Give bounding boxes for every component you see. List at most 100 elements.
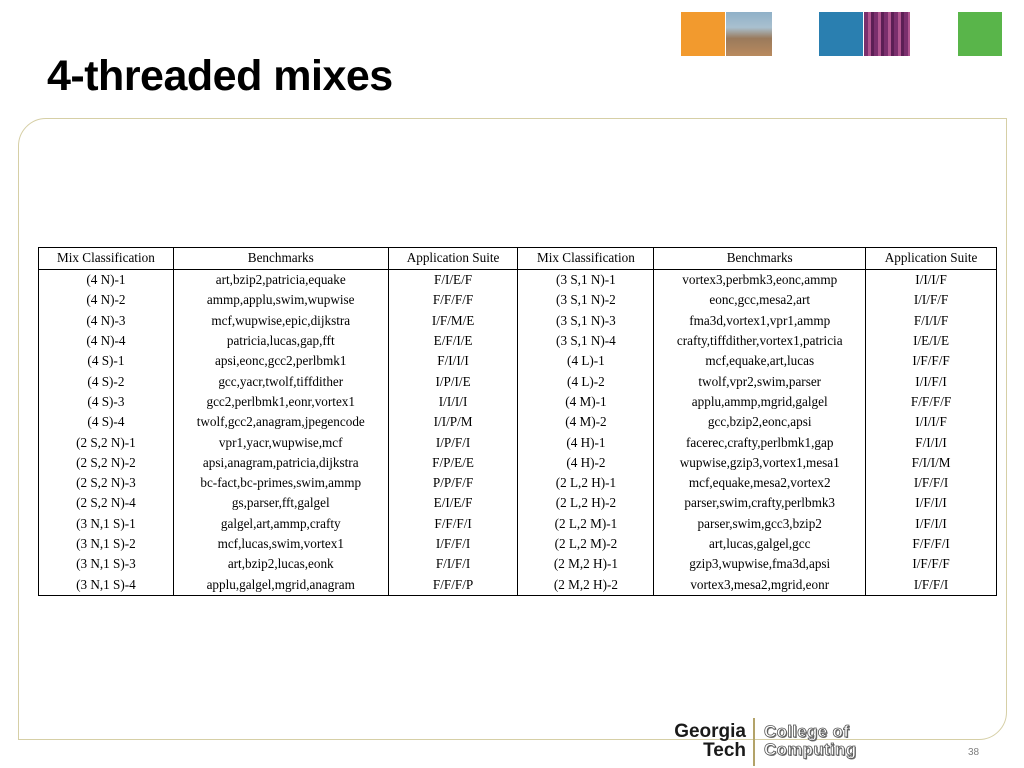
cell-application-suite: I/F/F/F xyxy=(865,351,997,372)
slide-title: 4-threaded mixes xyxy=(47,52,393,100)
cell-mix-classification: (3 S,1 N)-2 xyxy=(517,290,655,311)
cell-benchmarks: mcf,wupwise,epic,dijkstra xyxy=(172,310,389,331)
cell-benchmarks: applu,ammp,mgrid,galgel xyxy=(653,391,867,413)
cell-benchmarks: vortex3,mesa2,mgrid,eonr xyxy=(653,574,867,596)
cell-application-suite: I/I/I/I xyxy=(387,391,519,413)
campus-photo-thumbnail xyxy=(726,12,772,56)
header-mix-classification: Mix Classification xyxy=(38,247,174,270)
cell-mix-classification: (2 M,2 H)-1 xyxy=(517,554,655,575)
cell-mix-classification: (4 S)-4 xyxy=(38,412,174,433)
college-of-computing-wordmark: College of Computing xyxy=(764,722,857,759)
cell-mix-classification: (4 S)-1 xyxy=(38,351,174,372)
table-row: (3 N,1 S)-2 mcf,lucas,swim,vortex1 I/F/F/I… xyxy=(38,533,997,555)
green-square-decoration xyxy=(958,12,1002,56)
cell-application-suite: I/I/I/F xyxy=(865,269,997,291)
cell-benchmarks: twolf,gcc2,anagram,jpegencode xyxy=(172,412,389,433)
cell-mix-classification: (4 N)-2 xyxy=(38,290,174,311)
cell-mix-classification: (4 M)-2 xyxy=(517,412,655,433)
table-row: (4 S)-1 apsi,eonc,gcc2,perlbmk1 F/I/I/I (4 … xyxy=(38,351,997,372)
header-benchmarks: Benchmarks xyxy=(172,247,389,270)
cell-application-suite: F/F/F/F xyxy=(865,391,997,413)
cell-benchmarks: mcf,equake,art,lucas xyxy=(653,351,867,372)
cell-benchmarks: crafty,tiffdither,vortex1,patricia xyxy=(653,330,867,352)
cell-mix-classification: (4 H)-1 xyxy=(517,432,655,453)
header-application-suite: Application Suite xyxy=(387,247,519,270)
cell-mix-classification: (4 H)-2 xyxy=(517,452,655,473)
header-mix-classification: Mix Classification xyxy=(517,247,655,270)
cell-mix-classification: (2 L,2 M)-1 xyxy=(517,513,655,534)
cell-benchmarks: parser,swim,gcc3,bzip2 xyxy=(653,513,867,534)
table-row: (4 N)-4 patricia,lucas,gap,fft E/F/I/E (3 S… xyxy=(38,330,997,352)
cell-benchmarks: gzip3,wupwise,fma3d,apsi xyxy=(653,554,867,575)
header-benchmarks: Benchmarks xyxy=(653,247,867,270)
logo-divider xyxy=(753,718,755,766)
cell-application-suite: F/F/F/P xyxy=(387,574,519,596)
table-row: (4 S)-3 gcc2,perlbmk1,eonr,vortex1 I/I/I/I… xyxy=(38,391,997,413)
mixes-table: Mix Classification Benchmarks Applicatio… xyxy=(38,247,997,596)
cell-application-suite: I/P/F/I xyxy=(387,432,519,453)
cell-benchmarks: vpr1,yacr,wupwise,mcf xyxy=(172,432,389,453)
header-application-suite: Application Suite xyxy=(865,247,997,270)
table-row: (4 S)-2 gcc,yacr,twolf,tiffdither I/P/I/E(… xyxy=(38,371,997,392)
table-header-row: Mix Classification Benchmarks Applicatio… xyxy=(38,247,997,270)
cell-application-suite: F/I/F/I xyxy=(387,554,519,575)
cell-benchmarks: art,lucas,galgel,gcc xyxy=(653,533,867,555)
cell-mix-classification: (2 S,2 N)-3 xyxy=(38,472,174,494)
cell-mix-classification: (4 N)-1 xyxy=(38,269,174,291)
cell-mix-classification: (3 N,1 S)-1 xyxy=(38,513,174,534)
table-row: (2 S,2 N)-1 vpr1,yacr,wupwise,mcf I/P/F/I(… xyxy=(38,432,997,453)
cell-benchmarks: mcf,equake,mesa2,vortex2 xyxy=(653,472,867,494)
cell-mix-classification: (3 S,1 N)-3 xyxy=(517,310,655,331)
cell-application-suite: P/P/F/F xyxy=(387,472,519,494)
cell-benchmarks: mcf,lucas,swim,vortex1 xyxy=(172,533,389,555)
cell-benchmarks: gcc,yacr,twolf,tiffdither xyxy=(172,371,389,392)
cell-mix-classification: (4 S)-3 xyxy=(38,391,174,413)
cell-application-suite: I/P/I/E xyxy=(387,371,519,392)
cell-application-suite: I/F/I/I xyxy=(865,513,997,534)
cell-mix-classification: (2 L,2 H)-2 xyxy=(517,493,655,514)
cell-benchmarks: wupwise,gzip3,vortex1,mesa1 xyxy=(653,452,867,473)
table-row: (2 S,2 N)-3 bc-fact,bc-primes,swim,ammp P/… xyxy=(38,472,997,494)
cell-mix-classification: (3 N,1 S)-2 xyxy=(38,533,174,555)
cell-application-suite: I/F/F/I xyxy=(387,533,519,555)
cell-benchmarks: gcc,bzip2,eonc,apsi xyxy=(653,412,867,433)
cell-application-suite: F/I/I/M xyxy=(865,452,997,473)
cell-benchmarks: facerec,crafty,perlbmk1,gap xyxy=(653,432,867,453)
cell-application-suite: F/F/F/I xyxy=(865,533,997,555)
cell-application-suite: I/I/P/M xyxy=(387,412,519,433)
cell-mix-classification: (4 M)-1 xyxy=(517,391,655,413)
cell-mix-classification: (3 N,1 S)-4 xyxy=(38,574,174,596)
table-row: (3 N,1 S)-4 applu,galgel,mgrid,anagram F/F… xyxy=(38,574,997,596)
cell-mix-classification: (4 L)-2 xyxy=(517,371,655,392)
cell-benchmarks: gs,parser,fft,galgel xyxy=(172,493,389,514)
cell-benchmarks: apsi,anagram,patricia,dijkstra xyxy=(172,452,389,473)
cell-benchmarks: art,bzip2,lucas,eonk xyxy=(172,554,389,575)
cell-application-suite: F/I/E/F xyxy=(387,269,519,291)
cell-benchmarks: art,bzip2,patricia,equake xyxy=(172,269,389,291)
table-row: (4 N)-1 art,bzip2,patricia,equake F/I/E/F(… xyxy=(38,269,997,291)
circuit-photo-thumbnail xyxy=(864,12,910,56)
cell-benchmarks: twolf,vpr2,swim,parser xyxy=(653,371,867,392)
cell-benchmarks: bc-fact,bc-primes,swim,ammp xyxy=(172,472,389,494)
cell-benchmarks: apsi,eonc,gcc2,perlbmk1 xyxy=(172,351,389,372)
cell-application-suite: I/F/F/I xyxy=(865,472,997,494)
cell-benchmarks: gcc2,perlbmk1,eonr,vortex1 xyxy=(172,391,389,413)
cell-application-suite: I/F/F/F xyxy=(865,554,997,575)
cell-application-suite: I/F/M/E xyxy=(387,310,519,331)
table-row: (4 N)-3 mcf,wupwise,epic,dijkstra I/F/M/E(… xyxy=(38,310,997,331)
cell-application-suite: F/I/I/I xyxy=(387,351,519,372)
cell-application-suite: E/I/E/F xyxy=(387,493,519,514)
cell-application-suite: F/F/F/I xyxy=(387,513,519,534)
georgia-tech-college-of-computing-logo: Georgia Tech College of Computing xyxy=(656,718,886,766)
cell-application-suite: F/F/F/F xyxy=(387,290,519,311)
cell-application-suite: I/I/I/F xyxy=(865,412,997,433)
table-row: (3 N,1 S)-3 art,bzip2,lucas,eonk F/I/F/I (2… xyxy=(38,554,997,575)
cell-mix-classification: (3 N,1 S)-3 xyxy=(38,554,174,575)
table-row: (4 N)-2 ammp,applu,swim,wupwise F/F/F/F (3 … xyxy=(38,290,997,311)
table-row: (4 S)-4 twolf,gcc2,anagram,jpegencode I/I/… xyxy=(38,412,997,433)
georgia-tech-wordmark: Georgia Tech xyxy=(674,721,746,761)
cell-benchmarks: patricia,lucas,gap,fft xyxy=(172,330,389,352)
cell-mix-classification: (2 S,2 N)-2 xyxy=(38,452,174,473)
table-row: (2 S,2 N)-4 gs,parser,fft,galgel E/I/E/F (2… xyxy=(38,493,997,514)
cell-benchmarks: vortex3,perbmk3,eonc,ammp xyxy=(653,269,867,291)
